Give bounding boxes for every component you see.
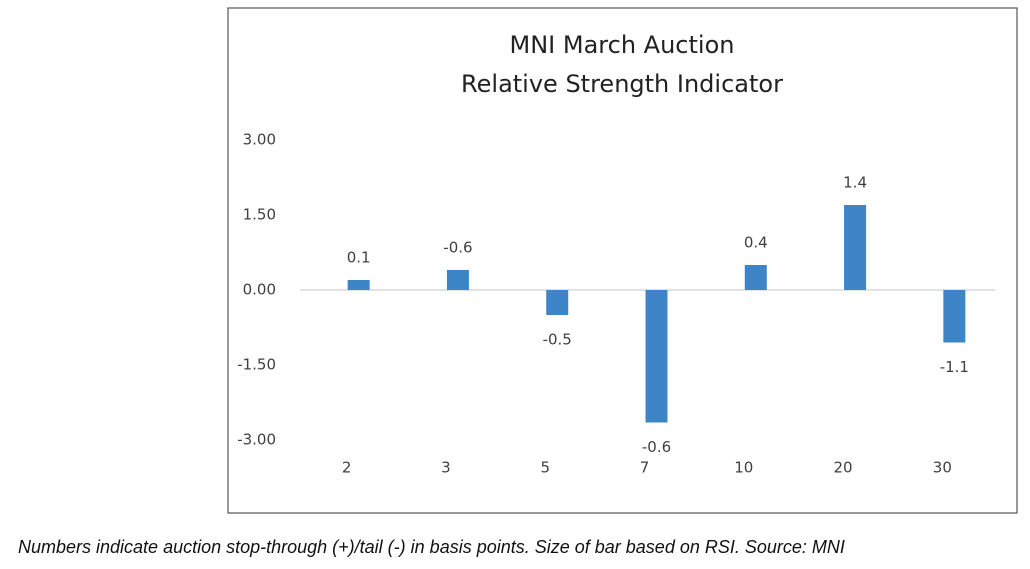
y-tick-label: -3.00 (237, 431, 276, 449)
x-tick-label: 2 (342, 459, 352, 477)
bar-annotation: -0.6 (443, 239, 472, 257)
x-tick-label: 5 (540, 459, 550, 477)
y-tick-label: -1.50 (237, 356, 276, 374)
y-tick-label: 1.50 (243, 206, 276, 224)
x-tick-label: 3 (441, 459, 451, 477)
y-tick-label: 3.00 (243, 131, 276, 149)
bar-annotation: -0.6 (642, 438, 671, 456)
chart-subtitle: Relative Strength Indicator (461, 70, 783, 98)
y-tick-label: 0.00 (243, 281, 276, 299)
bar (446, 270, 469, 290)
bar (546, 290, 569, 315)
bar (744, 265, 767, 290)
x-tick-label: 10 (734, 459, 753, 477)
x-tick-label: 20 (834, 459, 853, 477)
bar (943, 290, 966, 343)
bar (844, 205, 867, 290)
bar-annotation: 1.4 (843, 174, 867, 192)
bar-annotation: -0.5 (543, 331, 572, 349)
chart-frame (227, 7, 1018, 514)
x-tick-label: 30 (933, 459, 952, 477)
x-tick-label: 7 (640, 459, 650, 477)
bar (347, 280, 370, 290)
bar-annotation: -1.1 (940, 358, 969, 376)
bar-annotation: 0.4 (744, 234, 768, 252)
caption: Numbers indicate auction stop-through (+… (18, 537, 845, 557)
bar (645, 290, 668, 423)
bar-annotation: 0.1 (347, 249, 371, 267)
chart-title: MNI March Auction (510, 31, 735, 59)
